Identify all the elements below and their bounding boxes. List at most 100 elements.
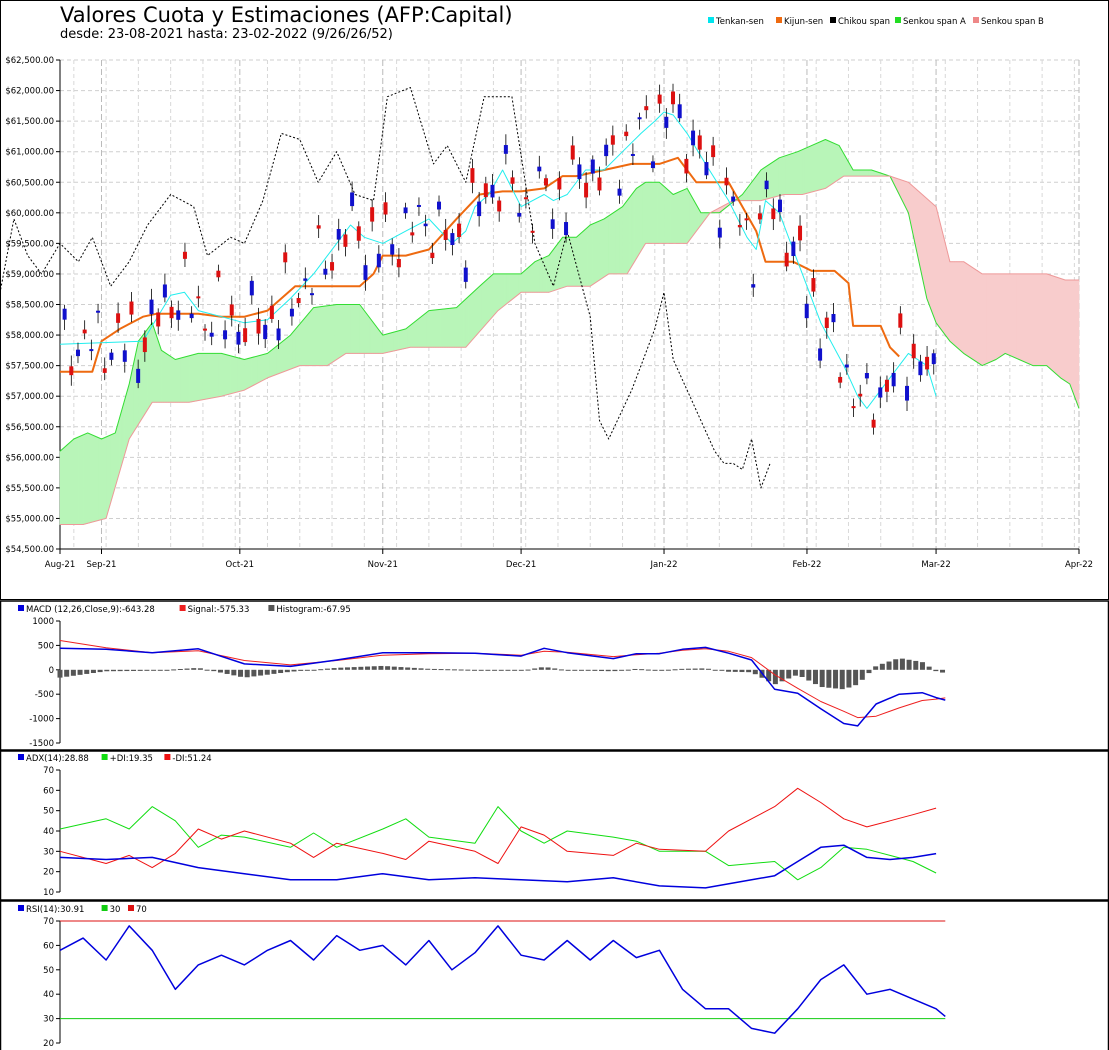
cloud-segment [310,306,314,366]
legend-label: Senkou span A [903,17,966,27]
cloud-segment [947,252,951,343]
cloud-segment [158,343,162,403]
legend-label: Tenkan-sen [715,17,764,27]
histogram-bar [879,663,885,670]
cloud-segment [66,442,70,525]
histogram-bar [271,669,277,674]
panel-ytick-label: 70 [43,766,54,776]
candle-body [437,201,442,210]
cloud-segment [836,144,840,182]
candle-body [931,353,936,365]
main-ytick-label: $58,000.00 [5,331,54,341]
cloud-segment [829,141,833,186]
candle-body [75,349,80,357]
histogram-bar [746,669,752,673]
macd-legend-swatch [268,605,275,611]
candle-body [671,91,676,105]
histogram-bar [278,669,284,674]
cloud-segment [147,324,151,411]
candle-body [791,241,796,257]
cloud-segment [354,304,358,354]
panel-ytick-label: 10 [43,888,54,898]
cloud-segment [965,262,969,358]
histogram-bar [792,669,798,676]
rsi-line [59,925,946,1034]
cloud-segment [223,353,227,396]
cloud-segment [216,353,220,398]
cloud-segment [933,203,937,323]
cloud-segment [96,436,100,522]
cloud-segment [986,273,990,365]
candle-body [256,318,261,334]
histogram-bar [558,669,564,671]
cloud-segment [497,273,501,312]
cloud-segment [241,358,245,392]
cloud-segment [218,353,222,397]
main-ytick-label: $60,500.00 [5,178,54,188]
cloud-segment [532,261,536,293]
candle-body [376,253,381,268]
cloud-segment [400,329,404,350]
cloud-segment [82,433,86,525]
cloud-segment [956,261,960,350]
cloud-segment [940,224,944,333]
candle-body [243,328,248,343]
candle-body [905,385,910,401]
cloud-segment [186,355,190,403]
adx-panel: 70 60 50 40 30 20 10 ADX(14):28.88 +DI:19.35 -DI:… [0,749,1109,901]
histogram-bar [378,665,384,670]
cloud-segment [769,161,773,199]
cloud-segment [995,273,999,361]
candle-body [129,301,134,315]
cloud-segment [818,141,822,191]
cloud-segment [813,143,817,192]
cloud-segment [781,155,785,196]
histogram-bar [572,669,578,671]
histogram-bar [157,669,163,671]
histogram-bar [478,669,484,671]
candle-body [62,308,67,320]
cloud-segment [239,357,243,392]
candle-body [249,280,254,296]
main-ytick-label: $54,500.00 [5,545,54,555]
cloud-segment [62,446,65,525]
cloud-segment [59,448,63,525]
histogram-bar [385,666,391,670]
minus-di-line [59,787,937,869]
panel-ytick-label: 40 [43,990,54,1000]
histogram-bar [344,667,350,670]
candle-body [664,116,669,128]
histogram-bar [177,668,183,670]
candle-body [403,207,408,214]
candle-body [717,227,722,238]
cloud-segment [827,140,831,188]
legend-swatch [776,17,782,23]
cloud-segment [264,353,268,380]
cloud-segment [788,153,792,195]
histogram-bar [812,669,818,685]
histogram-bar [512,669,518,671]
cloud-segment [463,298,467,348]
adx-legend-label: -DI:51.24 [172,754,211,764]
cloud-segment [654,181,658,244]
cloud-segment [94,435,98,522]
main-xtick-label: Apr-22 [1065,560,1093,570]
cloud-segment [536,259,540,293]
cloud-segment [861,169,865,177]
cloud-segment [204,353,208,400]
cloud-segment [361,306,365,354]
cloud-segment [202,353,206,401]
main-xtick-label: Feb-22 [792,560,821,570]
cloud-segment [825,139,829,189]
candle-body [711,145,716,158]
cloud-segment [91,434,95,523]
cloud-segment [391,331,395,352]
adx-legend-swatch [101,754,108,760]
cloud-segment [470,291,473,343]
cloud-segment [419,315,423,348]
chikou-span-line [0,87,771,489]
cloud-segment [329,304,333,365]
histogram-bar [538,667,544,670]
main-ytick-label: $58,500.00 [5,301,54,311]
main-ytick-label: $55,000.00 [5,514,54,524]
